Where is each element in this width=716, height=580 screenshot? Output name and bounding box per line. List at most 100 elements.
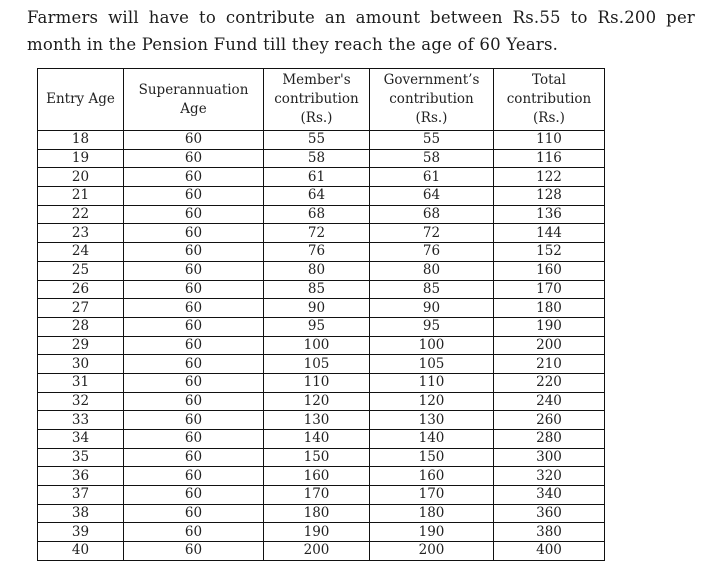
table-cell: 136 — [493, 204, 605, 225]
table-cell: 180 — [263, 503, 370, 524]
table-cell: 190 — [263, 522, 370, 543]
table-cell: 100 — [369, 335, 494, 356]
col-header-governments-contribution: Government’s contribution (Rs.) — [369, 68, 494, 131]
table-cell: 160 — [493, 260, 605, 281]
table-cell: 58 — [369, 148, 494, 169]
table-row: 28 60 95 95 190 — [37, 316, 605, 337]
table-row: 34 60 140 140 280 — [37, 429, 605, 449]
table-cell: 24 — [37, 242, 124, 262]
table-cell: 60 — [123, 372, 264, 393]
table-cell: 27 — [37, 298, 124, 318]
table-row: 38 60 180 180 360 — [37, 503, 605, 524]
table-cell: 110 — [369, 372, 494, 393]
table-cell: 58 — [263, 148, 370, 169]
table-cell: 300 — [493, 447, 605, 468]
table-cell: 23 — [37, 223, 124, 244]
table-cell: 33 — [37, 410, 124, 430]
table-cell: 140 — [263, 429, 370, 449]
table-cell: 60 — [123, 316, 264, 337]
table-cell: 76 — [263, 242, 370, 262]
table-cell: 105 — [263, 354, 370, 374]
table-cell: 60 — [123, 186, 264, 206]
table-row: 36 60 160 160 320 — [37, 466, 605, 487]
table-cell: 64 — [369, 186, 494, 206]
table-cell: 150 — [369, 447, 494, 468]
table-cell: 60 — [123, 354, 264, 374]
table-cell: 36 — [37, 466, 124, 487]
table-row: 35 60 150 150 300 — [37, 447, 605, 468]
table-cell: 105 — [369, 354, 494, 374]
table-cell: 200 — [369, 541, 494, 561]
table-cell: 122 — [493, 167, 605, 188]
table-header-row: Entry Age Superannuation Age Member's co… — [37, 68, 605, 131]
table-header: Entry Age Superannuation Age Member's co… — [37, 68, 605, 131]
table-cell: 60 — [123, 429, 264, 449]
table-cell: 60 — [123, 260, 264, 281]
table-cell: 60 — [123, 148, 264, 169]
table-cell: 55 — [263, 130, 370, 150]
table-row: 30 60 105 105 210 — [37, 354, 605, 374]
table-cell: 320 — [493, 466, 605, 487]
table-cell: 60 — [123, 410, 264, 430]
table-cell: 60 — [123, 204, 264, 225]
table-cell: 60 — [123, 130, 264, 150]
table-row: 37 60 170 170 340 — [37, 485, 605, 505]
table-cell: 21 — [37, 186, 124, 206]
table-row: 39 60 190 190 380 — [37, 522, 605, 543]
table-cell: 35 — [37, 447, 124, 468]
table-cell: 31 — [37, 372, 124, 393]
table-cell: 160 — [263, 466, 370, 487]
table-cell: 60 — [123, 242, 264, 262]
table-cell: 90 — [369, 298, 494, 318]
table-cell: 64 — [263, 186, 370, 206]
table-cell: 400 — [493, 541, 605, 561]
table-cell: 85 — [263, 279, 370, 300]
table-cell: 34 — [37, 429, 124, 449]
table-cell: 76 — [369, 242, 494, 262]
col-header-entry-age: Entry Age — [37, 68, 124, 131]
table-cell: 220 — [493, 372, 605, 393]
table-cell: 19 — [37, 148, 124, 169]
table-cell: 200 — [263, 541, 370, 561]
table-cell: 120 — [369, 391, 494, 412]
table-cell: 160 — [369, 466, 494, 487]
table-cell: 60 — [123, 167, 264, 188]
table-cell: 60 — [123, 485, 264, 505]
table-cell: 110 — [493, 130, 605, 150]
table-cell: 152 — [493, 242, 605, 262]
table-cell: 60 — [123, 391, 264, 412]
table-cell: 60 — [123, 335, 264, 356]
pension-contribution-table: Entry Age Superannuation Age Member's co… — [37, 68, 605, 561]
table-cell: 190 — [493, 316, 605, 337]
table-cell: 120 — [263, 391, 370, 412]
table-cell: 95 — [263, 316, 370, 337]
table-row: 20 60 61 61 122 — [37, 167, 605, 188]
table-cell: 180 — [493, 298, 605, 318]
intro-text: Farmers will have to contribute an amoun… — [27, 8, 695, 54]
table-body: 18 60 55 55 110 19 60 58 58 116 20 60 61 61 122 21 60 64 6… — [37, 130, 605, 561]
table-cell: 60 — [123, 522, 264, 543]
table-cell: 61 — [263, 167, 370, 188]
table-cell: 140 — [369, 429, 494, 449]
table-cell: 60 — [123, 447, 264, 468]
table-cell: 72 — [369, 223, 494, 244]
table-cell: 200 — [493, 335, 605, 356]
table-cell: 61 — [369, 167, 494, 188]
table-row: 18 60 55 55 110 — [37, 130, 605, 150]
table-cell: 100 — [263, 335, 370, 356]
table-cell: 68 — [263, 204, 370, 225]
table-cell: 130 — [263, 410, 370, 430]
table-cell: 32 — [37, 391, 124, 412]
col-header-total-contribution: Total contribution (Rs.) — [493, 68, 605, 131]
table-row: 29 60 100 100 200 — [37, 335, 605, 356]
table-row: 40 60 200 200 400 — [37, 541, 605, 561]
table-cell: 144 — [493, 223, 605, 244]
table-cell: 340 — [493, 485, 605, 505]
table-cell: 28 — [37, 316, 124, 337]
table-cell: 380 — [493, 522, 605, 543]
table-cell: 180 — [369, 503, 494, 524]
table-row: 27 60 90 90 180 — [37, 298, 605, 318]
table-cell: 80 — [369, 260, 494, 281]
table-cell: 170 — [493, 279, 605, 300]
table-cell: 60 — [123, 466, 264, 487]
